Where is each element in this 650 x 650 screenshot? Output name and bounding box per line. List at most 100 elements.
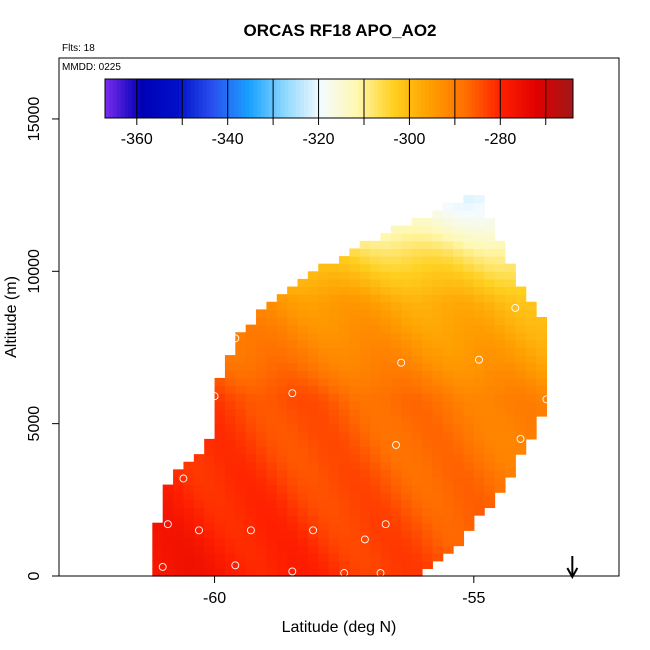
heatmap-cell: [307, 530, 319, 539]
heatmap-cell: [266, 530, 278, 539]
heatmap-cell: [432, 256, 444, 265]
heatmap-cell: [411, 530, 423, 539]
heatmap-cell: [318, 301, 330, 310]
heatmap-cell: [525, 339, 537, 349]
colorbar-segment: [432, 79, 437, 118]
heatmap-cell: [318, 553, 330, 562]
heatmap-cell: [297, 294, 309, 303]
heatmap-cell: [411, 560, 423, 569]
heatmap-cell: [297, 400, 309, 410]
heatmap-cell: [235, 461, 247, 470]
heatmap-cell: [224, 446, 236, 455]
heatmap-cell: [339, 423, 350, 432]
heatmap-cell: [235, 507, 247, 516]
heatmap-cell: [245, 370, 257, 379]
heatmap-cell: [256, 530, 268, 539]
heatmap-cell: [235, 362, 247, 371]
heatmap-cell: [453, 499, 465, 509]
heatmap-cell: [370, 515, 382, 524]
heatmap-cell: [359, 347, 371, 356]
heatmap-cell: [256, 476, 268, 486]
heatmap-cell: [266, 545, 278, 554]
heatmap-cell: [349, 499, 361, 509]
heatmap-cell: [473, 248, 485, 257]
observation-point: [210, 392, 219, 401]
heatmap-cell: [245, 461, 257, 470]
heatmap-cell: [349, 530, 361, 539]
heatmap-cell: [339, 278, 350, 288]
heatmap-cell: [235, 484, 247, 493]
heatmap-cell: [370, 522, 382, 531]
heatmap-cell: [162, 568, 174, 577]
colorbar-segment: [128, 79, 133, 118]
heatmap-cell: [359, 568, 371, 577]
heatmap-cell: [287, 522, 299, 531]
heatmap-cell: [380, 499, 392, 509]
heatmap-cell: [484, 377, 496, 387]
heatmap-cell: [224, 423, 236, 432]
heatmap-cell: [349, 461, 361, 470]
heatmap-cell: [401, 431, 413, 440]
heatmap-cell: [349, 507, 361, 516]
heatmap-cell: [266, 568, 278, 577]
heatmap-cell: [421, 469, 433, 478]
heatmap-cell: [307, 324, 319, 333]
heatmap-cell: [473, 309, 485, 318]
heatmap-cell: [442, 339, 454, 349]
heatmap-cell: [504, 301, 516, 310]
colorbar-segment: [116, 79, 122, 118]
heatmap-cell: [390, 248, 402, 257]
heatmap-cell: [494, 240, 506, 250]
heatmap-cell: [339, 537, 350, 547]
heatmap-cell: [494, 484, 506, 493]
heatmap-cell: [256, 522, 268, 531]
heatmap-cell: [390, 568, 402, 577]
heatmap-cell: [224, 370, 236, 379]
heatmap-cell: [307, 545, 319, 554]
heatmap-cell: [473, 393, 485, 402]
heatmap-cell: [359, 515, 371, 524]
heatmap-cell: [339, 393, 350, 402]
heatmap-cell: [390, 545, 402, 554]
heatmap-cell: [515, 355, 527, 364]
heatmap-cell: [421, 385, 433, 394]
heatmap-cell: [401, 240, 413, 250]
heatmap-cell: [401, 294, 413, 303]
colorbar-segment: [475, 79, 480, 118]
heatmap-cell: [401, 393, 413, 402]
heatmap-cell: [390, 385, 402, 394]
heatmap-cell: [276, 362, 288, 371]
heatmap-cell: [463, 507, 475, 516]
heatmap-cell: [390, 492, 402, 501]
heatmap-cell: [307, 423, 319, 432]
heatmap-cell: [245, 537, 257, 547]
heatmap-cell: [297, 560, 309, 569]
heatmap-cell: [411, 347, 423, 356]
heatmap-cell: [525, 347, 537, 356]
heatmap-cell: [411, 271, 423, 280]
heatmap-cell: [328, 385, 340, 394]
heatmap-cell: [307, 416, 319, 425]
colorbar-segment: [378, 79, 383, 118]
heatmap-cell: [287, 499, 299, 509]
heatmap-cell: [266, 438, 278, 448]
heatmap-cell: [473, 301, 485, 310]
heatmap-cell: [297, 408, 309, 417]
heatmap-cell: [307, 339, 319, 349]
heatmap-cell: [318, 522, 330, 531]
heatmap-cell: [401, 416, 413, 425]
heatmap-cell: [401, 461, 413, 470]
heatmap-cell: [453, 423, 465, 432]
heatmap-cell: [328, 301, 340, 310]
heatmap-cell: [504, 309, 516, 318]
heatmap-cell: [411, 446, 423, 455]
heatmap-cell: [411, 438, 423, 448]
heatmap-cell: [421, 537, 433, 547]
heatmap-cell: [494, 393, 506, 402]
heatmap-cell: [504, 385, 516, 394]
heatmap-cell: [193, 454, 205, 463]
heatmap-cell: [287, 476, 299, 486]
heatmap-cell: [235, 454, 247, 463]
heatmap-cell: [193, 568, 205, 577]
heatmap-cell: [318, 309, 330, 318]
